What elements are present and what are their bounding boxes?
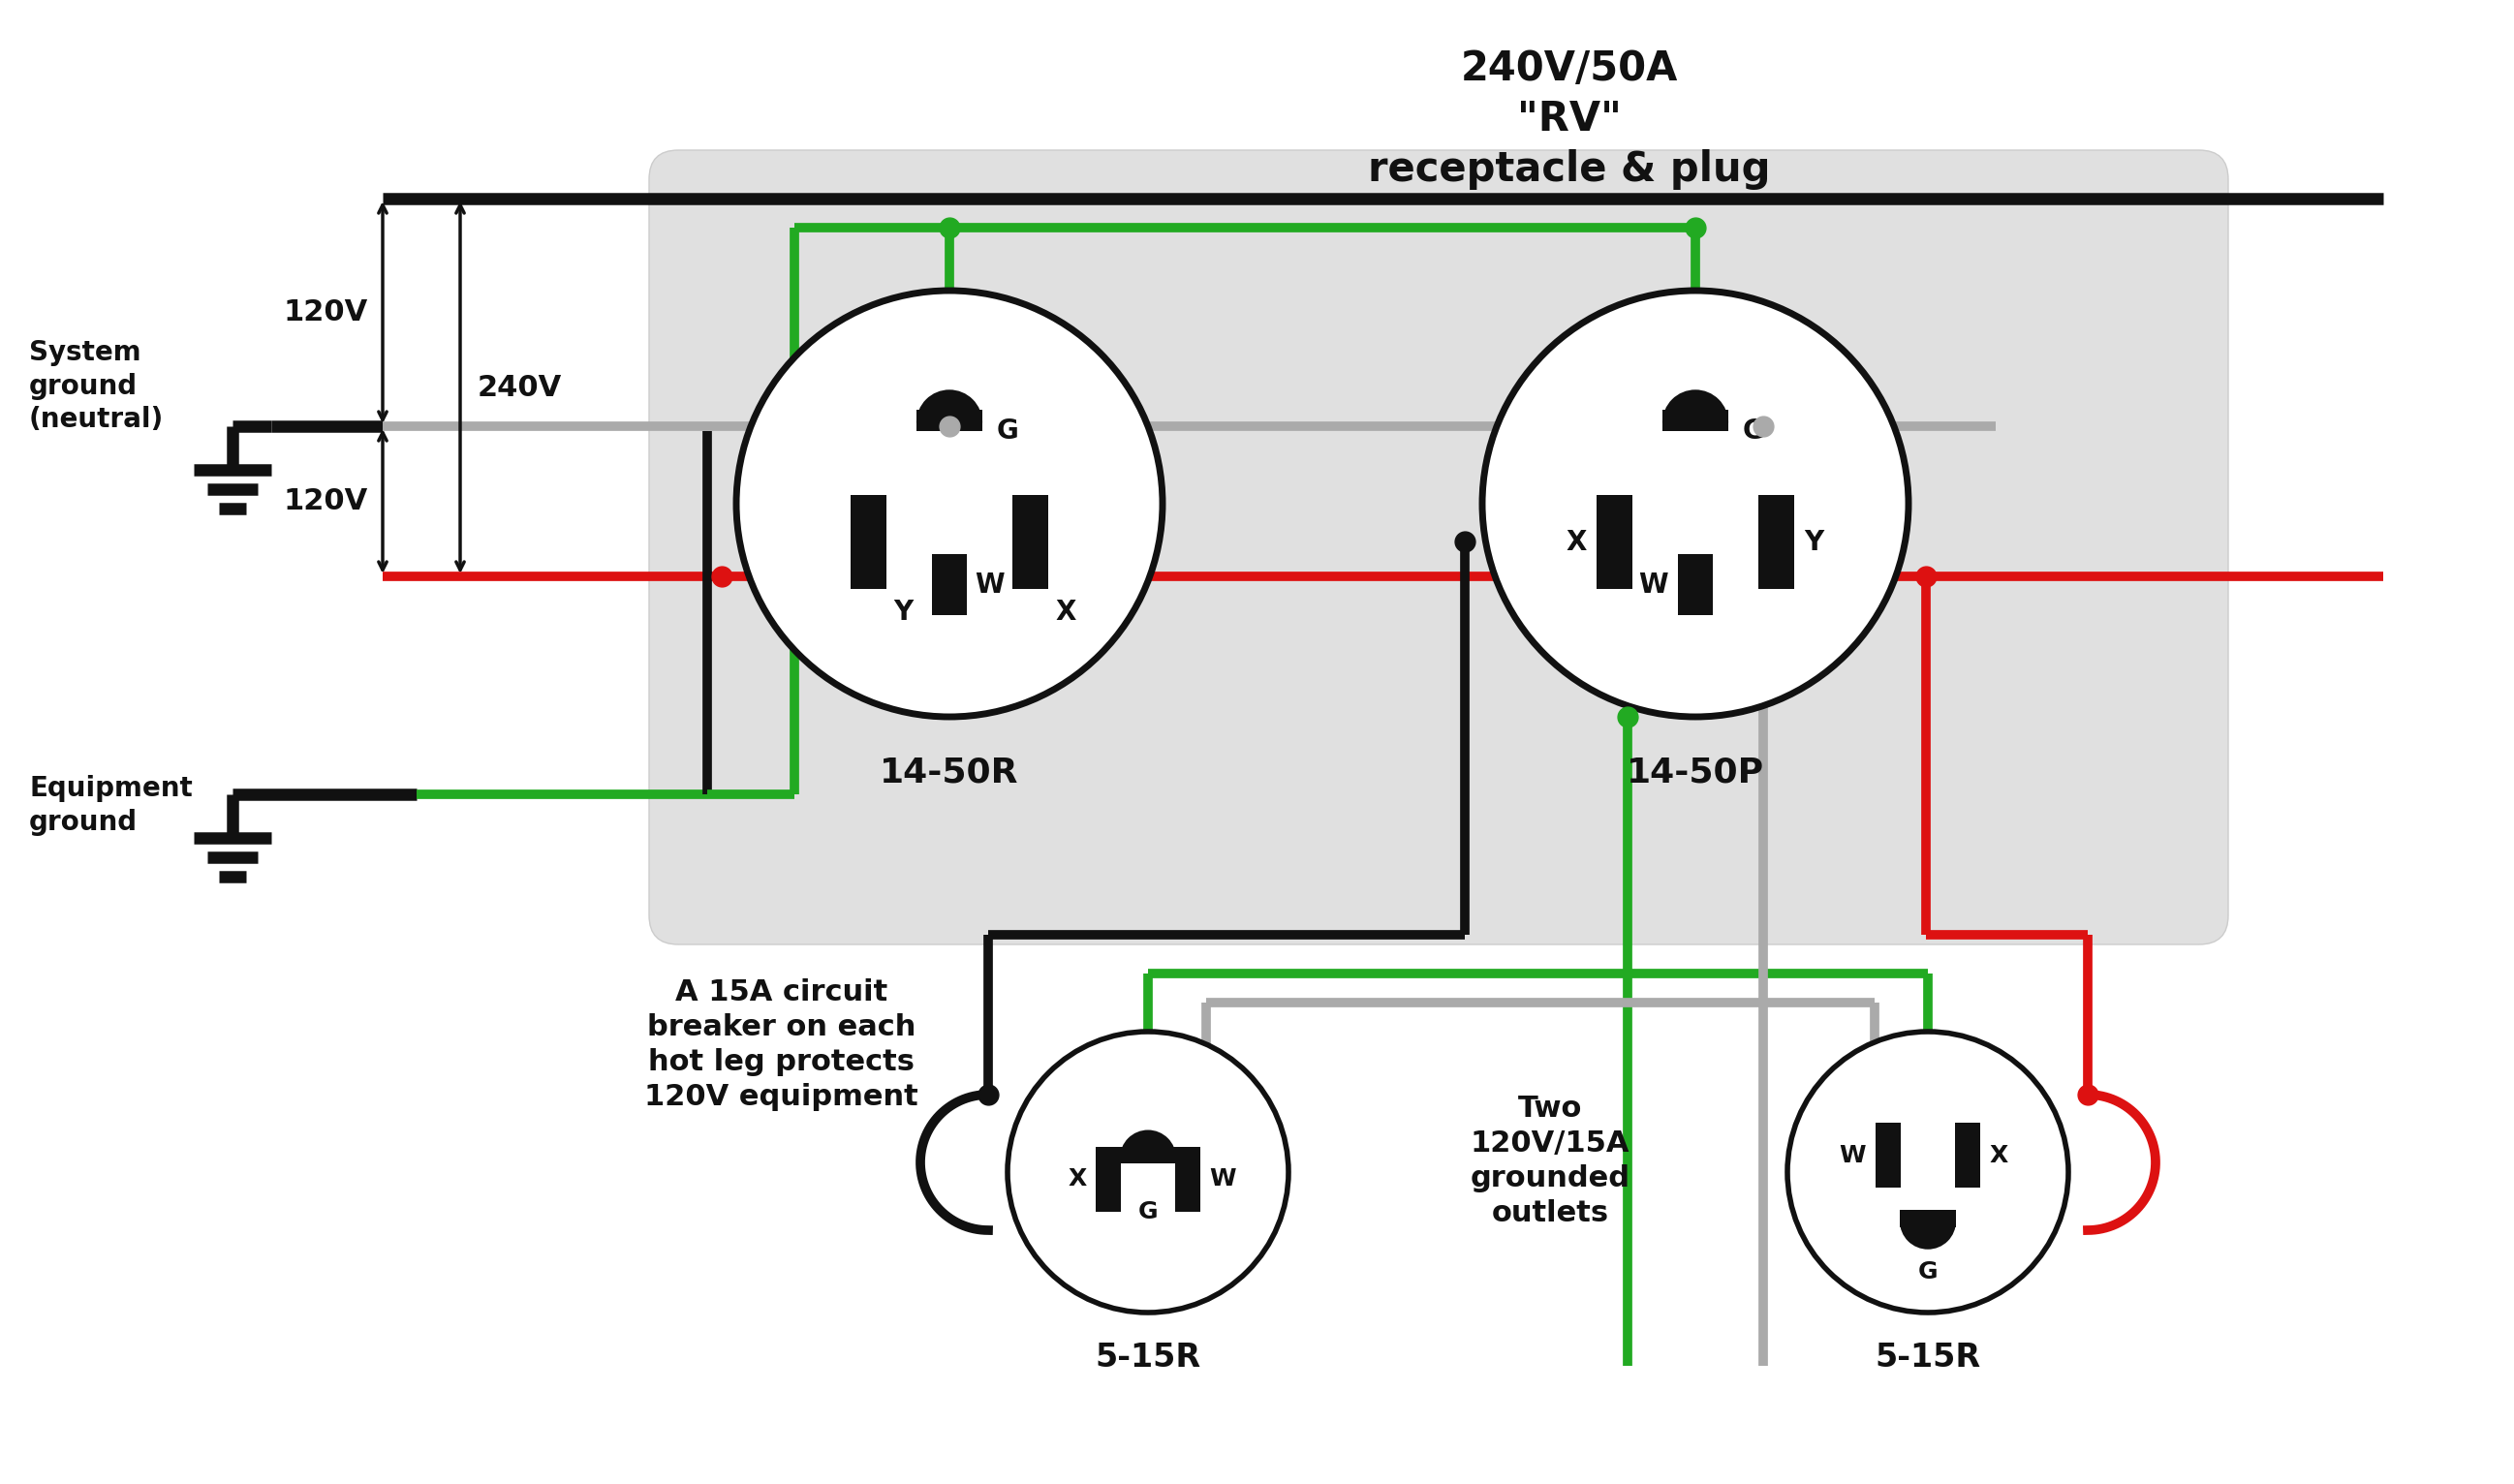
Wedge shape (1119, 1129, 1177, 1158)
Text: X: X (1566, 528, 1586, 555)
Bar (1953, 1123, 1981, 1187)
Text: 240V: 240V (478, 374, 563, 402)
Text: X: X (1068, 1168, 1086, 1190)
Bar (1096, 1147, 1121, 1211)
Text: A 15A circuit
breaker on each
hot leg protects
120V equipment: A 15A circuit breaker on each hot leg pr… (644, 978, 918, 1110)
Bar (1596, 496, 1632, 589)
Text: 5-15R: 5-15R (1875, 1342, 1981, 1374)
Text: Y: Y (895, 598, 913, 626)
Bar (1013, 496, 1048, 589)
Bar (1901, 1209, 1956, 1227)
FancyBboxPatch shape (649, 150, 2227, 944)
Circle shape (1787, 1031, 2069, 1312)
Text: 14-50P: 14-50P (1627, 755, 1765, 788)
Circle shape (1008, 1031, 1290, 1312)
Circle shape (1483, 291, 1908, 717)
Text: Y: Y (1803, 528, 1823, 555)
Text: W: W (975, 571, 1006, 598)
Text: 14-50R: 14-50R (880, 755, 1018, 788)
Text: 5-15R: 5-15R (1096, 1342, 1202, 1374)
Text: System
ground
(neutral): System ground (neutral) (30, 338, 163, 433)
Bar (1875, 1123, 1901, 1187)
Bar (1119, 1147, 1177, 1163)
Bar (1174, 1147, 1199, 1211)
Text: W: W (1639, 571, 1669, 598)
Text: Equipment
ground: Equipment ground (30, 775, 194, 835)
Bar (933, 554, 968, 616)
Text: G: G (996, 417, 1018, 445)
Text: X: X (1989, 1144, 2009, 1166)
Bar (1760, 496, 1795, 589)
Bar (918, 410, 983, 432)
Text: 240V/50A
"RV"
receptacle & plug: 240V/50A "RV" receptacle & plug (1368, 49, 1770, 190)
Text: W: W (1209, 1168, 1237, 1190)
Bar (1662, 410, 1730, 432)
Bar (850, 496, 885, 589)
Text: X: X (1056, 598, 1076, 626)
Text: G: G (1742, 417, 1765, 445)
Text: Two
120V/15A
grounded
outlets: Two 120V/15A grounded outlets (1471, 1095, 1629, 1227)
Bar (1677, 554, 1712, 616)
Wedge shape (918, 390, 983, 423)
Wedge shape (1901, 1221, 1956, 1250)
Text: G: G (1918, 1260, 1938, 1284)
Text: W: W (1840, 1144, 1865, 1166)
Text: 120V: 120V (284, 487, 367, 515)
Text: 120V: 120V (284, 298, 367, 326)
Circle shape (737, 291, 1161, 717)
Wedge shape (1662, 390, 1730, 423)
Text: G: G (1139, 1201, 1159, 1223)
